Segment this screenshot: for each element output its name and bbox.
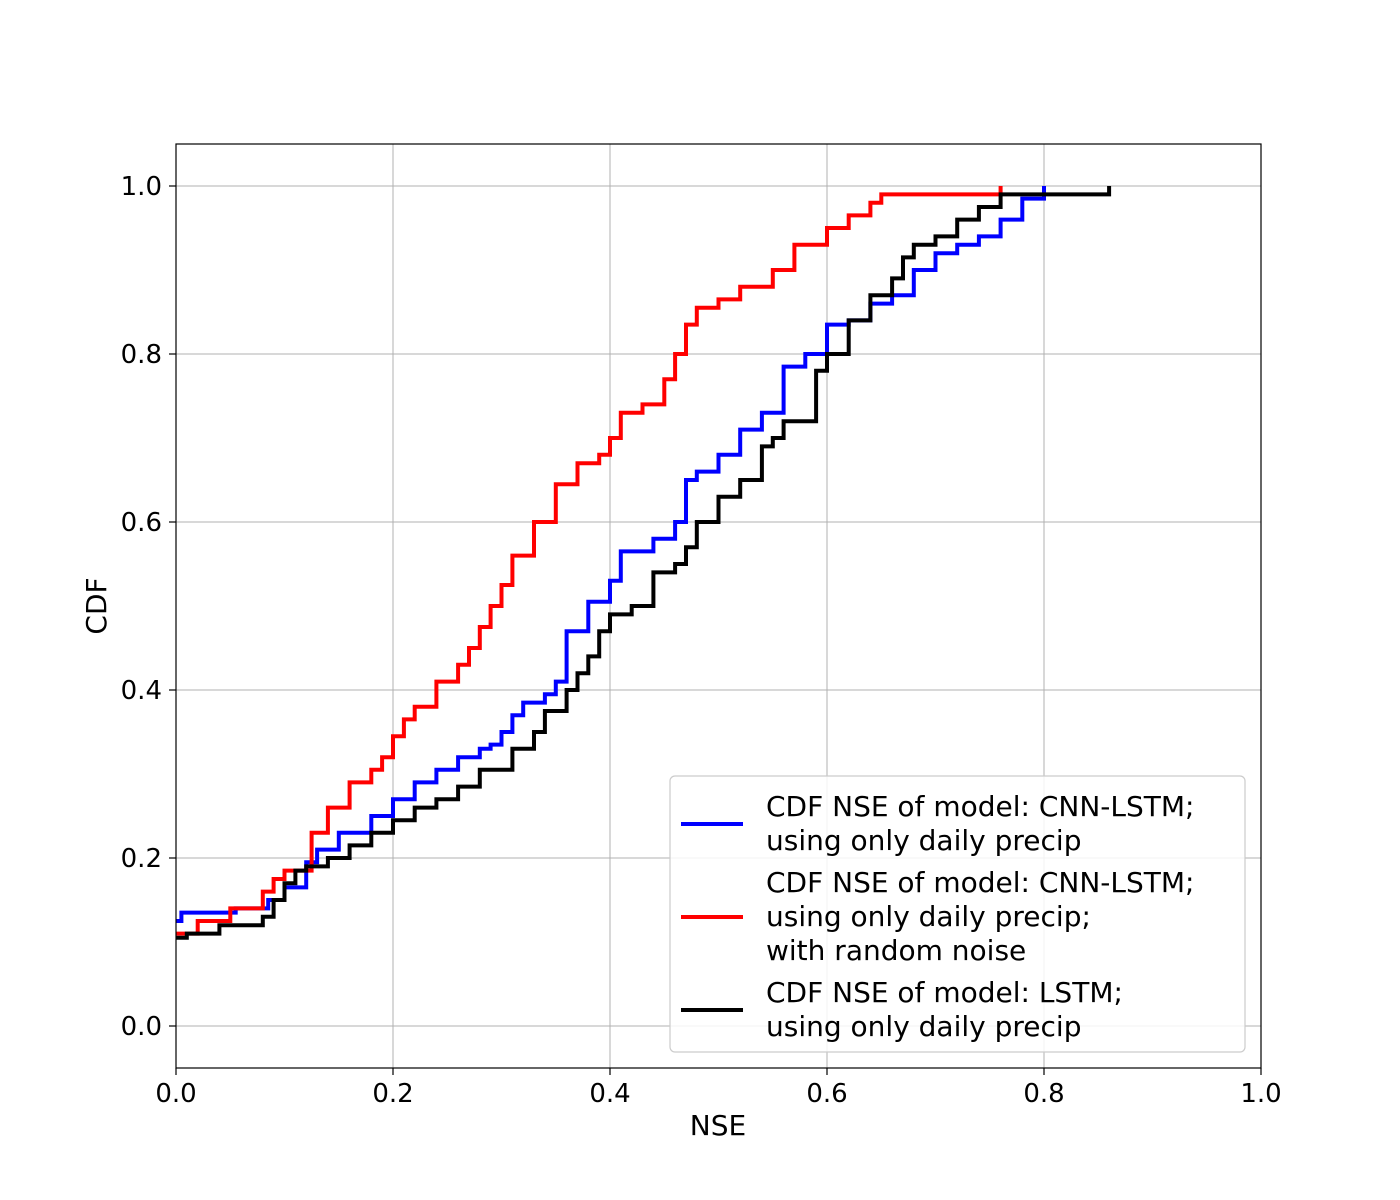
y-tick-label: 0.2 xyxy=(121,844,162,874)
x-axis-label: NSE xyxy=(690,1109,746,1142)
legend-label-3: CDF NSE of model: LSTM; xyxy=(766,976,1123,1009)
x-tick-label: 1.0 xyxy=(1240,1079,1281,1109)
y-tick-label: 0.8 xyxy=(121,340,162,370)
x-tick-label: 0.4 xyxy=(589,1079,630,1109)
legend-label-3: using only daily precip xyxy=(766,1010,1081,1043)
series-line-2 xyxy=(176,186,1003,936)
legend-label-2: with random noise xyxy=(766,934,1026,967)
legend: CDF NSE of model: CNN-LSTM;using only da… xyxy=(669,775,1246,1053)
legend-box xyxy=(669,775,1246,1053)
legend-label-1: using only daily precip xyxy=(766,824,1081,857)
series-lines xyxy=(176,186,1112,940)
x-tick-label: 0.8 xyxy=(1023,1079,1064,1109)
y-tick-label: 0.6 xyxy=(121,508,162,538)
plot-frame xyxy=(175,143,1262,1069)
y-tick-label: 0.0 xyxy=(121,1012,162,1042)
y-tick-label: 1.0 xyxy=(121,172,162,202)
legend-label-2: CDF NSE of model: CNN-LSTM; xyxy=(766,866,1194,899)
x-tick-label: 0.0 xyxy=(155,1079,196,1109)
legend-label-1: CDF NSE of model: CNN-LSTM; xyxy=(766,790,1194,823)
axis-ticks: 0.0 0.2 0.4 0.6 0.8 1.0 0.0 0.2 0.4 0.6 0.8 1.0 xyxy=(121,172,1282,1109)
legend-label-2: using only daily precip; xyxy=(766,900,1091,933)
y-axis-label: CDF xyxy=(80,577,113,634)
y-tick-label: 0.4 xyxy=(121,676,162,706)
series-line-3 xyxy=(176,186,1112,940)
x-tick-label: 0.6 xyxy=(806,1079,847,1109)
series-line-1 xyxy=(176,186,1046,923)
x-tick-label: 0.2 xyxy=(372,1079,413,1109)
